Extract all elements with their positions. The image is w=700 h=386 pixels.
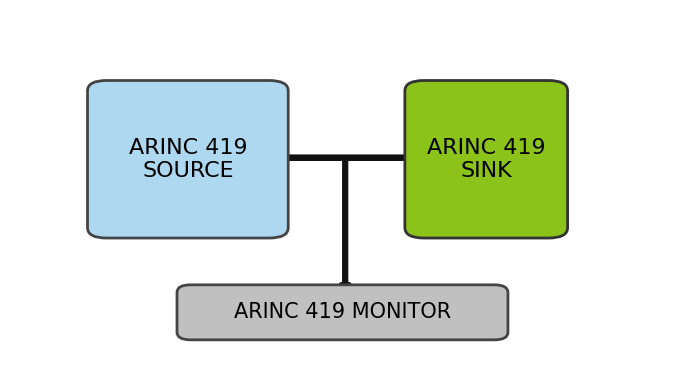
Text: ARINC 419
SINK: ARINC 419 SINK: [427, 138, 545, 181]
FancyBboxPatch shape: [405, 81, 568, 238]
FancyBboxPatch shape: [88, 81, 288, 238]
Text: ARINC 419
SOURCE: ARINC 419 SOURCE: [129, 138, 247, 181]
Text: ARINC 419 MONITOR: ARINC 419 MONITOR: [234, 302, 451, 322]
FancyBboxPatch shape: [177, 285, 508, 340]
